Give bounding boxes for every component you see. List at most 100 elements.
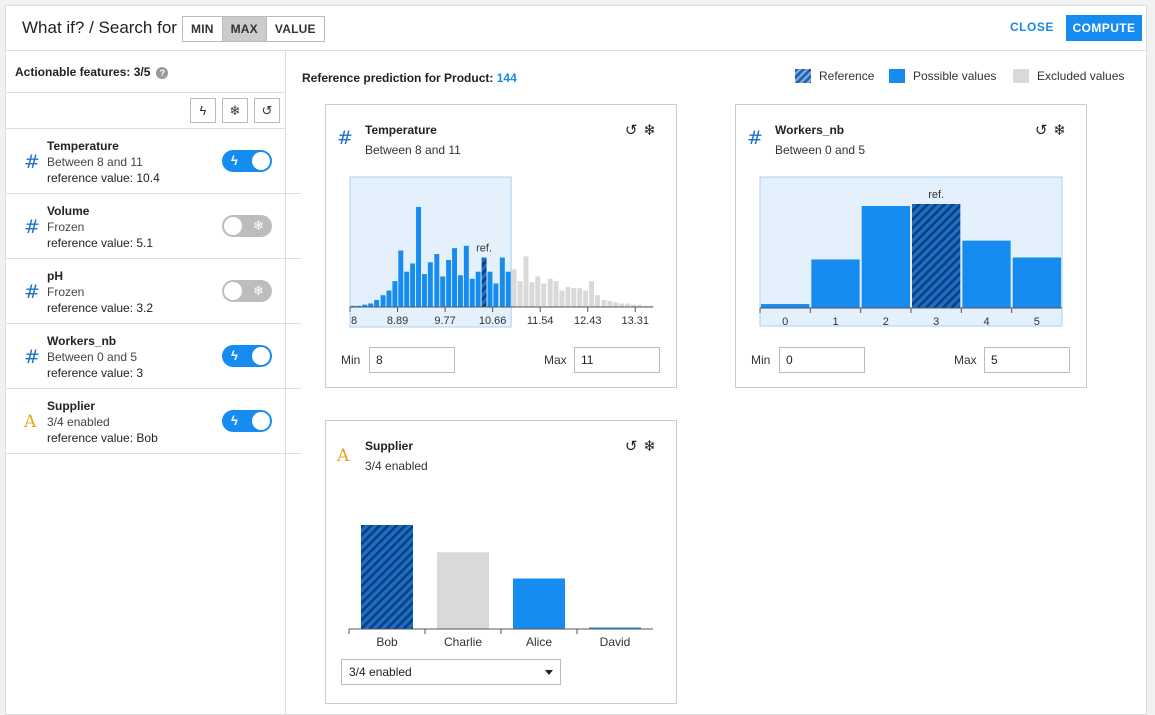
- max-input[interactable]: 11: [574, 347, 660, 373]
- x-tick-label: 8: [351, 315, 357, 327]
- histogram-bar: [362, 304, 368, 307]
- sidebar-title-text: Actionable features: 3/5: [15, 65, 151, 79]
- legend-label: Reference: [819, 69, 875, 83]
- workers-nb-histogram[interactable]: 0 1 2 ref. 3 4 5: [736, 165, 1088, 335]
- max-label: Max: [954, 353, 977, 367]
- reference-prediction: Reference prediction for Product: 144: [302, 71, 517, 85]
- card-actions: ↺❄: [625, 437, 662, 455]
- histogram-bar: [861, 205, 910, 308]
- feature-status: Frozen: [47, 220, 85, 234]
- feature-item-supplier[interactable]: A Supplier 3/4 enabled reference value: …: [6, 389, 301, 454]
- histogram-bar: [386, 290, 392, 307]
- feature-toggle[interactable]: ❄: [222, 280, 272, 302]
- card-subtitle: Between 0 and 5: [775, 143, 866, 157]
- x-tick-label: Alice: [526, 635, 552, 649]
- legend-reference: Reference: [795, 69, 874, 83]
- select-value: 3/4 enabled: [349, 665, 412, 679]
- histogram-bar: [469, 278, 475, 307]
- feature-name: Workers_nb: [47, 334, 117, 348]
- legend-swatch: [889, 69, 905, 83]
- x-tick-label: 0: [782, 316, 788, 328]
- x-tick-label: 10.66: [479, 315, 507, 327]
- snowflake-icon[interactable]: ❄: [643, 122, 662, 139]
- reset-icon[interactable]: ↺: [1034, 122, 1054, 139]
- supplier-bar-chart[interactable]: Bob Charlie Alice David: [326, 501, 678, 651]
- feature-name: Temperature: [47, 139, 119, 153]
- feature-name: Supplier: [47, 399, 96, 413]
- feature-reference: reference value: Bob: [47, 431, 158, 445]
- histogram-bar: [761, 304, 810, 308]
- feature-card-temperature: # Temperature Between 8 and 11 ↺❄ ref. 8 8…: [325, 104, 677, 388]
- close-button[interactable]: CLOSE: [1010, 20, 1054, 34]
- snowflake-icon[interactable]: ❄: [1053, 122, 1072, 139]
- feature-toggle[interactable]: ϟ: [222, 345, 272, 367]
- snowflake-icon[interactable]: ❄: [643, 438, 662, 455]
- min-input[interactable]: 8: [369, 347, 455, 373]
- mode-min-button[interactable]: MIN: [183, 17, 223, 41]
- card-actions: ↺❄: [625, 121, 662, 139]
- histogram-bar: [416, 207, 422, 307]
- what-if-panel: What if? / Search for MIN MAX VALUE CLOS…: [5, 5, 1147, 715]
- lightning-icon: ϟ: [231, 153, 238, 168]
- temperature-histogram[interactable]: ref. 8 8.89 9.77 10.66 11.54 12.43 13.31: [326, 165, 678, 335]
- feature-item-ph[interactable]: # pH Frozen reference value: 3.2 ❄: [6, 259, 301, 324]
- feature-item-temperature[interactable]: # Temperature Between 8 and 11 reference…: [6, 129, 301, 194]
- toggle-knob: [224, 217, 242, 235]
- enable-all-button[interactable]: ϟ: [190, 98, 216, 123]
- histogram-bar: [648, 305, 654, 307]
- histogram-bar: [613, 302, 619, 307]
- page-title: What if? / Search for: [22, 18, 177, 37]
- histogram-bar: [547, 278, 553, 307]
- feature-item-workers-nb[interactable]: # Workers_nb Between 0 and 5 reference v…: [6, 324, 301, 389]
- histogram-bar: [811, 259, 860, 308]
- feature-toggle[interactable]: ❄: [222, 215, 272, 237]
- feature-reference: reference value: 3: [47, 366, 144, 380]
- supplier-select[interactable]: 3/4 enabled: [341, 659, 561, 685]
- histogram-bar: [1012, 257, 1061, 308]
- snowflake-icon: ❄: [253, 283, 264, 298]
- snowflake-icon: ❄: [229, 103, 241, 118]
- feature-item-volume[interactable]: # Volume Frozen reference value: 5.1 ❄: [6, 194, 301, 259]
- min-input[interactable]: 0: [779, 347, 865, 373]
- histogram-bar: [374, 299, 380, 307]
- reset-all-button[interactable]: ↺: [254, 98, 280, 123]
- card-title: Supplier: [365, 439, 414, 453]
- reset-icon[interactable]: ↺: [624, 438, 644, 455]
- feature-name: Volume: [47, 204, 90, 218]
- category-bar: [589, 627, 641, 629]
- histogram-bar: [505, 271, 511, 307]
- histogram-bar: [962, 240, 1011, 308]
- feature-toggle[interactable]: ϟ: [222, 150, 272, 172]
- feature-status: 3/4 enabled: [47, 415, 110, 429]
- x-tick-label: 12.43: [574, 315, 602, 327]
- histogram-bar: [499, 257, 505, 307]
- category-bar: [437, 552, 489, 629]
- header: What if? / Search for MIN MAX VALUE CLOS…: [6, 6, 1146, 51]
- max-input[interactable]: 5: [984, 347, 1070, 373]
- x-tick-label: Bob: [376, 635, 398, 649]
- histogram-bar: [589, 281, 594, 307]
- mode-max-button[interactable]: MAX: [222, 17, 267, 41]
- feature-toggle[interactable]: ϟ: [222, 410, 272, 432]
- numeric-icon: #: [747, 127, 763, 149]
- legend-swatch: [1013, 69, 1029, 83]
- reference-prediction-label: Reference prediction for Product:: [302, 71, 494, 85]
- histogram-bar: [535, 276, 541, 307]
- numeric-icon: #: [337, 127, 353, 149]
- histogram-bar: [529, 282, 535, 307]
- mode-value-button[interactable]: VALUE: [274, 22, 316, 36]
- x-tick-label: Charlie: [444, 635, 482, 649]
- x-tick-label: 13.31: [622, 315, 650, 327]
- compute-button[interactable]: COMPUTE: [1066, 15, 1142, 41]
- feature-status: Between 0 and 5: [47, 350, 138, 364]
- x-tick-label: 3: [933, 316, 939, 328]
- numeric-icon: #: [24, 216, 40, 238]
- feature-reference: reference value: 5.1: [47, 236, 154, 250]
- feature-name: pH: [47, 269, 63, 283]
- chevron-down-icon: [545, 670, 553, 675]
- histogram-bar: [427, 262, 433, 307]
- freeze-all-button[interactable]: ❄: [222, 98, 248, 123]
- card-subtitle: 3/4 enabled: [365, 459, 428, 473]
- reset-icon[interactable]: ↺: [624, 122, 644, 139]
- help-icon[interactable]: ?: [156, 67, 169, 79]
